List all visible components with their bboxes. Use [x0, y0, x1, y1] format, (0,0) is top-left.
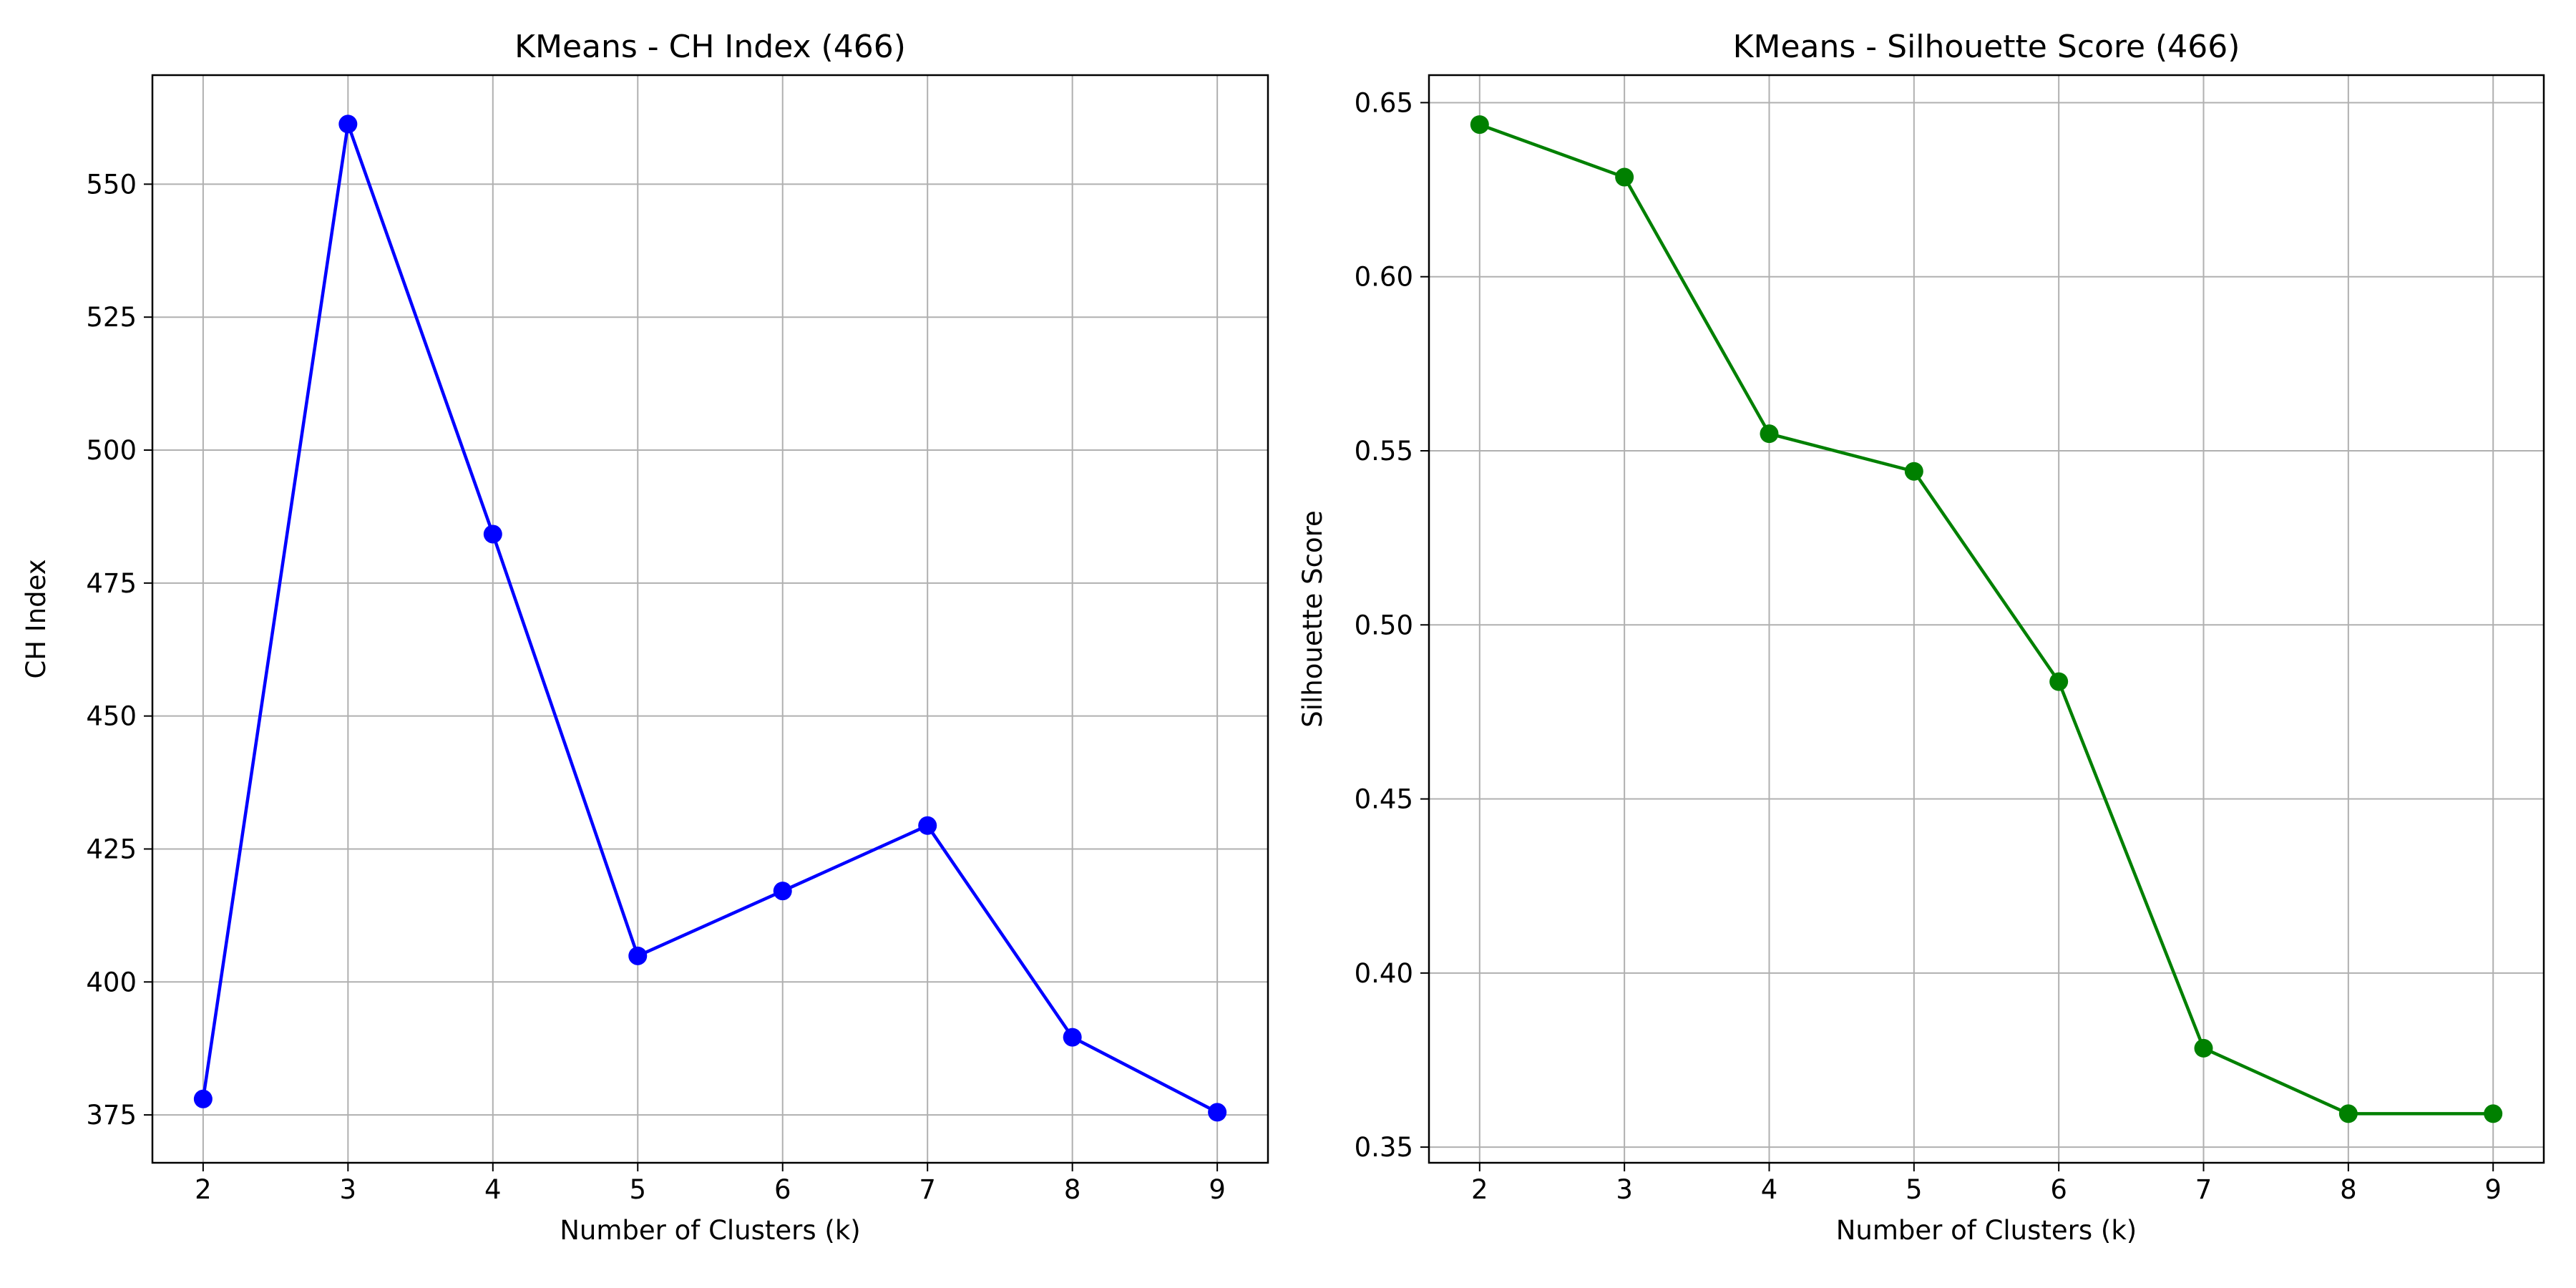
ch-index-x-tick-label: 5: [629, 1174, 646, 1205]
ch-index-data-point: [483, 525, 502, 544]
ch-index-data-point: [773, 882, 792, 901]
silhouette-ticks: 2 3 4 5 6 7 8 9 0.35 0.40 0.45 0.50 0.55 0.60 0.65: [1355, 87, 2502, 1205]
silhouette-data-point: [2484, 1104, 2503, 1123]
ch-index-data-point: [1063, 1028, 1082, 1047]
ch-index-data-point: [193, 1089, 213, 1108]
silhouette-y-axis-label: Silhouette Score: [1297, 510, 1328, 728]
silhouette-data-point: [2338, 1104, 2358, 1123]
silhouette-x-tick-label: 4: [1761, 1174, 1778, 1205]
silhouette-data: [1470, 115, 2503, 1123]
ch-index-y-tick-label: 450: [86, 701, 137, 732]
silhouette-y-tick-label: 0.40: [1355, 958, 1413, 989]
ch-index-data: [193, 114, 1227, 1122]
silhouette-x-tick-label: 3: [1616, 1174, 1633, 1205]
ch-index-x-tick-label: 6: [774, 1174, 791, 1205]
ch-index-x-tick-label: 8: [1064, 1174, 1081, 1205]
silhouette-x-tick-label: 5: [1906, 1174, 1923, 1205]
silhouette-y-tick-label: 0.60: [1355, 262, 1413, 293]
ch-index-data-point: [1208, 1103, 1227, 1122]
ch-index-series-line: [201, 122, 1219, 1114]
ch-index-y-tick-label: 500: [86, 435, 137, 466]
ch-index-data-point: [628, 946, 648, 965]
ch-index-x-tick-label: 4: [484, 1174, 502, 1205]
ch-index-grid: [152, 75, 1268, 1163]
ch-index-y-axis-label: CH Index: [21, 559, 52, 678]
ch-index-data-point: [918, 816, 937, 835]
silhouette-x-tick-label: 7: [2195, 1174, 2212, 1205]
ch-index-y-tick-label: 375: [86, 1100, 137, 1131]
silhouette-data-point: [1615, 167, 1634, 187]
silhouette-data-point: [2049, 672, 2069, 691]
silhouette-series-line: [1479, 122, 2494, 1116]
ch-index-x-tick-label: 9: [1209, 1174, 1226, 1205]
ch-index-x-tick-label: 3: [340, 1174, 357, 1205]
silhouette-data-point: [1470, 115, 1489, 135]
ch-index-y-tick-label: 525: [86, 302, 137, 333]
silhouette-y-tick-label: 0.35: [1355, 1132, 1413, 1163]
silhouette-chart-title: KMeans - Silhouette Score (466): [1733, 29, 2240, 65]
ch-index-y-tick-label: 475: [86, 568, 137, 599]
silhouette-x-tick-label: 9: [2484, 1174, 2502, 1205]
silhouette-y-tick-label: 0.50: [1355, 610, 1413, 640]
silhouette-x-tick-label: 6: [2050, 1174, 2067, 1205]
silhouette-plot-frame: [1428, 74, 2545, 1164]
ch-index-data-point: [338, 114, 358, 134]
silhouette-y-tick-label: 0.65: [1355, 87, 1413, 118]
ch-index-x-tick-label: 2: [195, 1174, 212, 1205]
silhouette-y-tick-label: 0.45: [1355, 784, 1413, 815]
silhouette-chart-panel: 2 3 4 5 6 7 8 9 0.35 0.40 0.45 0.50 0.55 0.60 0.65 KMe…: [1297, 29, 2545, 1246]
ch-index-chart-panel: 2 3 4 5 6 7 8 9 375 400 425 450 475 500 525 550 KMeans …: [21, 29, 1269, 1246]
silhouette-data-point: [1760, 424, 1779, 444]
silhouette-x-axis-label: Number of Clusters (k): [1836, 1215, 2137, 1246]
ch-index-y-tick-label: 425: [86, 834, 137, 864]
ch-index-x-axis-label: Number of Clusters (k): [560, 1215, 860, 1246]
silhouette-data-point: [2194, 1038, 2213, 1058]
silhouette-x-tick-label: 2: [1471, 1174, 1488, 1205]
ch-index-y-tick-label: 400: [86, 967, 137, 997]
silhouette-x-tick-label: 8: [2340, 1174, 2357, 1205]
ch-index-ticks: 2 3 4 5 6 7 8 9 375 400 425 450 475 500 525 550: [86, 169, 1226, 1205]
silhouette-y-tick-label: 0.55: [1355, 436, 1413, 467]
ch-index-plot-frame: [151, 74, 1269, 1164]
silhouette-grid: [1429, 75, 2544, 1163]
ch-index-chart-title: KMeans - CH Index (466): [514, 29, 906, 65]
ch-index-x-tick-label: 7: [919, 1174, 936, 1205]
silhouette-data-point: [1904, 462, 1923, 481]
ch-index-y-tick-label: 550: [86, 169, 137, 200]
